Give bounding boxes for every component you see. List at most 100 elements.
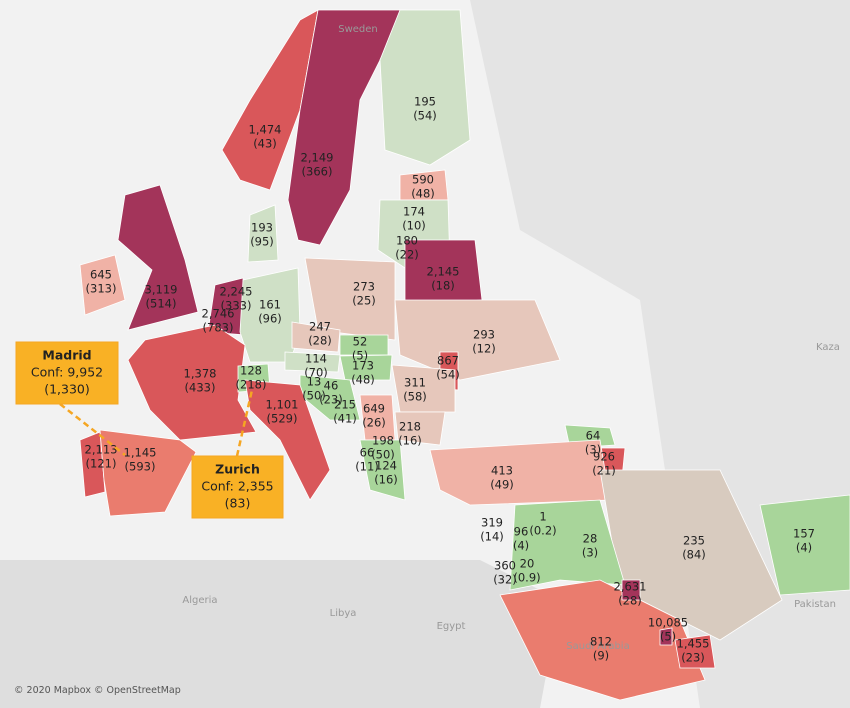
place-label: Libya bbox=[330, 608, 357, 619]
region-value: 20 bbox=[520, 557, 535, 571]
region-deaths: (50) bbox=[302, 389, 326, 403]
region-deaths: (514) bbox=[146, 297, 177, 311]
place-label: Pakistan bbox=[794, 599, 836, 610]
region-value: 96 bbox=[514, 525, 529, 539]
region-value: 3,119 bbox=[145, 283, 178, 297]
region-deaths: (54) bbox=[413, 109, 437, 123]
region-deaths: (11) bbox=[355, 460, 379, 474]
region-deaths: (96) bbox=[258, 312, 282, 326]
region-labels: 1,474(43)2,149(366)195(54)590(48)174(10)… bbox=[85, 95, 815, 665]
region-value: 2,631 bbox=[614, 580, 647, 594]
region-deaths: (21) bbox=[592, 464, 616, 478]
region-value: 28 bbox=[583, 532, 598, 546]
region-value: 128 bbox=[240, 364, 262, 378]
region-value: 247 bbox=[309, 320, 331, 334]
region-value: 198 bbox=[372, 434, 394, 448]
region-value: 66 bbox=[360, 446, 375, 460]
place-label: Egypt bbox=[437, 621, 466, 632]
region-value: 926 bbox=[593, 450, 615, 464]
region-deaths: (58) bbox=[403, 390, 427, 404]
region-deaths: (9) bbox=[593, 649, 609, 663]
tooltip-line: (83) bbox=[225, 496, 251, 511]
tooltip-title: Madrid bbox=[42, 348, 91, 363]
tooltip-box bbox=[191, 455, 284, 519]
attribution: © 2020 Mapbox © OpenStreetMap bbox=[14, 685, 181, 696]
tooltips: Madrid Conf: 9,952 (1,330) Zurich Conf: 2,35… bbox=[15, 341, 284, 519]
region-deaths: (84) bbox=[682, 548, 706, 562]
region-value: 124 bbox=[375, 459, 397, 473]
region-deaths: (366) bbox=[302, 165, 333, 179]
region-deaths: (121) bbox=[86, 457, 117, 471]
tooltip-line: (1,330) bbox=[44, 382, 90, 397]
region-value: 293 bbox=[473, 328, 495, 342]
region-value: 360 bbox=[494, 559, 516, 573]
region-value: 2,145 bbox=[427, 265, 460, 279]
countries bbox=[79, 9, 850, 701]
region-deaths: (12) bbox=[472, 342, 496, 356]
region-deaths: (593) bbox=[125, 460, 156, 474]
region-value: 1,474 bbox=[249, 123, 282, 137]
tooltip-line: Conf: 2,355 bbox=[201, 479, 273, 494]
region-deaths: (4) bbox=[796, 541, 812, 555]
region-deaths: (26) bbox=[362, 416, 386, 430]
region-value: 413 bbox=[491, 464, 513, 478]
region-deaths: (18) bbox=[431, 279, 455, 293]
region-deaths: (43) bbox=[253, 137, 277, 151]
region-deaths: (25) bbox=[352, 294, 376, 308]
region-value: 180 bbox=[396, 234, 418, 248]
region-value: 645 bbox=[90, 268, 112, 282]
region-value: 215 bbox=[334, 398, 356, 412]
region-value: 174 bbox=[403, 205, 425, 219]
region-value: 319 bbox=[481, 516, 503, 530]
region-value: 1,145 bbox=[124, 446, 157, 460]
tooltip-title: Zurich bbox=[215, 462, 260, 477]
region-value: 161 bbox=[259, 298, 281, 312]
region-value: 273 bbox=[353, 280, 375, 294]
region-deaths: (3) bbox=[585, 443, 601, 457]
region-deaths: (0.2) bbox=[529, 524, 556, 538]
region-value: 1,378 bbox=[184, 367, 217, 381]
tooltip-box bbox=[15, 341, 119, 405]
region-deaths: (28) bbox=[308, 334, 332, 348]
region-value: 173 bbox=[352, 359, 374, 373]
region-deaths: (48) bbox=[351, 373, 375, 387]
region-value: 812 bbox=[590, 635, 612, 649]
region-deaths: (22) bbox=[395, 248, 419, 262]
region-value: 1 bbox=[539, 510, 546, 524]
region-deaths: (70) bbox=[304, 366, 328, 380]
region-deaths: (32) bbox=[493, 573, 517, 587]
region-value: 2,113 bbox=[85, 443, 118, 457]
region-value: 2,746 bbox=[202, 307, 235, 321]
region-deaths: (10) bbox=[402, 219, 426, 233]
region-deaths: (3) bbox=[582, 546, 598, 560]
region-value: 195 bbox=[414, 95, 436, 109]
region-value: 193 bbox=[251, 221, 273, 235]
region-value: 590 bbox=[412, 173, 434, 187]
region-deaths: (4) bbox=[513, 539, 529, 553]
place-label: Sweden bbox=[338, 24, 378, 35]
region-value: 52 bbox=[353, 335, 368, 349]
region-value: 311 bbox=[404, 376, 426, 390]
region-deaths: (49) bbox=[490, 478, 514, 492]
region-deaths: (529) bbox=[267, 412, 298, 426]
place-label: Saudi Arabia bbox=[566, 641, 629, 652]
place-label: Kaza bbox=[816, 342, 840, 353]
region-value: 2,149 bbox=[301, 151, 334, 165]
region-deaths: (50) bbox=[371, 448, 395, 462]
region-deaths: (0.9) bbox=[513, 571, 540, 585]
region-value: 114 bbox=[305, 352, 327, 366]
region-deaths: (23) bbox=[319, 393, 343, 407]
region-deaths: (95) bbox=[250, 235, 274, 249]
region-value: 10,085 bbox=[648, 616, 688, 630]
region-deaths: (23) bbox=[681, 651, 705, 665]
region-deaths: (48) bbox=[411, 187, 435, 201]
region-deaths: (5) bbox=[352, 349, 368, 363]
region-value: 2,245 bbox=[220, 285, 253, 299]
place-label: Algeria bbox=[182, 595, 217, 606]
region-value: 649 bbox=[363, 402, 385, 416]
region-deaths: (333) bbox=[221, 299, 252, 313]
region-deaths: (218) bbox=[236, 378, 267, 392]
region-value: 218 bbox=[399, 420, 421, 434]
region-deaths: (16) bbox=[374, 473, 398, 487]
